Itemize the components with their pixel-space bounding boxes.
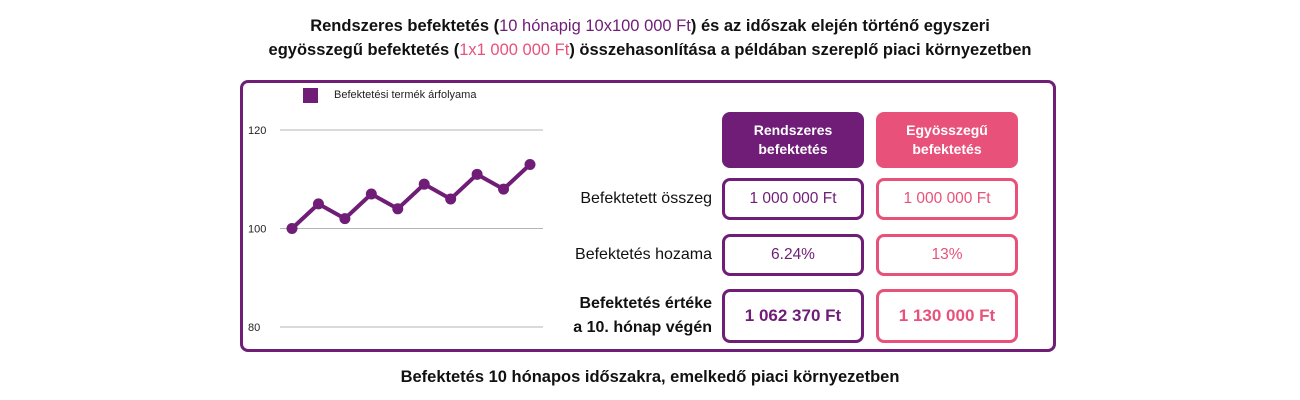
row-label-line: Befektetés értéke <box>579 295 712 312</box>
row-label-line: a 10. hónap végén <box>573 319 712 336</box>
cell-invested-regular: 1 000 000 Ft <box>722 178 864 220</box>
series-line <box>290 162 532 231</box>
y-axis-ticks: 120 100 80 <box>248 125 266 334</box>
data-point <box>418 178 430 190</box>
title-text: Rendszeres befektetés ( <box>310 17 500 35</box>
chart-grid <box>280 129 543 328</box>
column-header-regular: Rendszeres befektetés <box>722 112 864 168</box>
title-text: ) összehasonlítása a példában szereplő p… <box>569 41 1032 59</box>
title-text: egyösszegű befektetés ( <box>268 41 460 59</box>
column-header-label: Egyösszegű befektetés <box>906 122 988 157</box>
column-header-label: Rendszeres befektetés <box>753 122 833 157</box>
data-point <box>365 188 377 200</box>
series-layer <box>286 158 536 234</box>
column-header-lump-sum: Egyösszegű befektetés <box>876 112 1018 168</box>
cell-return-lump-sum: 13% <box>876 234 1018 276</box>
title-highlight-lump-sum: 1x1 000 000 Ft <box>459 41 570 59</box>
data-point <box>498 183 510 195</box>
row-label-return: Befektetés hozama <box>575 246 712 263</box>
title-highlight-regular: 10 hónapig 10x100 000 Ft <box>499 17 691 35</box>
chart-title: Rendszeres befektetés (10 hónapig 10x100… <box>0 14 1300 62</box>
footer-caption: Befektetés 10 hónapos időszakra, emelked… <box>400 368 900 386</box>
legend-label: Befektetési termék árfolyama <box>334 89 477 101</box>
cell-final-value-regular: 1 062 370 Ft <box>722 289 864 343</box>
y-tick-label: 80 <box>248 322 260 334</box>
content-frame <box>240 80 1056 352</box>
y-tick-label: 120 <box>248 125 266 137</box>
data-point <box>392 203 404 215</box>
data-point <box>312 198 324 210</box>
title-text: ) és az időszak elején történő egyszeri <box>690 17 990 35</box>
y-tick-label: 100 <box>248 224 266 236</box>
legend-swatch <box>303 88 318 103</box>
cell-return-regular: 6.24% <box>722 234 864 276</box>
data-point <box>471 168 483 180</box>
title-line-2: egyösszegű befektetés (1x1 000 000 Ft) ö… <box>0 38 1300 62</box>
row-label-invested-amount: Befektetett összeg <box>580 190 712 207</box>
data-point <box>524 158 536 170</box>
row-label-final-value: Befektetés értéke a 10. hónap végén <box>573 292 712 340</box>
cell-final-value-lump-sum: 1 130 000 Ft <box>876 289 1018 343</box>
data-point <box>445 193 457 205</box>
cell-invested-lump-sum: 1 000 000 Ft <box>876 178 1018 220</box>
data-point <box>339 213 351 225</box>
title-line-1: Rendszeres befektetés (10 hónapig 10x100… <box>0 14 1300 38</box>
data-point <box>286 223 298 234</box>
